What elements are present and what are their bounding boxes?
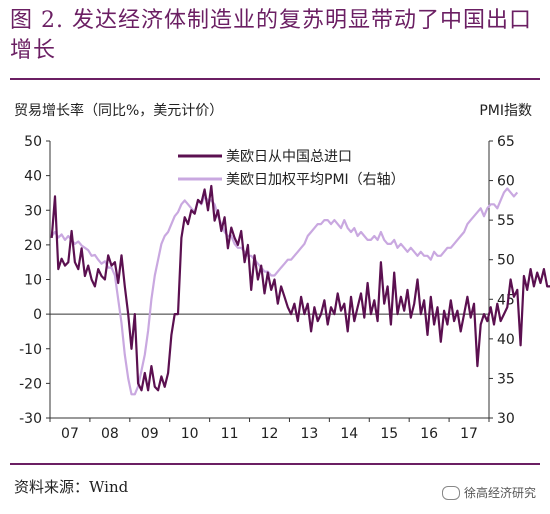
- source-note: 资料来源：Wind: [14, 478, 129, 496]
- y-tick-label-right: 55: [497, 213, 515, 229]
- x-tick-label: 17: [460, 426, 478, 442]
- y-tick-label-left: -20: [19, 376, 42, 392]
- watermark-text: 徐高经济研究: [463, 486, 536, 500]
- x-tick-label: 11: [221, 426, 239, 442]
- chart-title: 图 2. 发达经济体制造业的复苏明显带动了中国出口增长: [10, 8, 532, 63]
- y-tick-label-right: 30: [497, 411, 515, 427]
- y-tick-label-right: 45: [497, 292, 515, 308]
- y-tick-label-left: 20: [24, 238, 42, 254]
- x-tick-label: 16: [420, 426, 438, 442]
- series-layer: [50, 184, 550, 396]
- x-tick-label: 07: [61, 426, 79, 442]
- y-tick-label-left: -10: [19, 342, 42, 358]
- x-tick-label: 09: [141, 426, 159, 442]
- title-rule: [10, 78, 540, 80]
- watermark: 徐高经济研究: [441, 484, 536, 501]
- y-tick-label-right: 60: [497, 174, 515, 190]
- y-axis-label-right: PMI指数: [479, 103, 532, 119]
- x-tick-label: 15: [380, 426, 398, 442]
- y-tick-label-left: 40: [24, 169, 42, 185]
- y-tick-label-right: 40: [497, 332, 515, 348]
- y-tick-label-left: 50: [24, 134, 42, 150]
- y-tick-label-right: 65: [497, 134, 515, 150]
- y-tick-label-left: 30: [24, 203, 42, 219]
- x-tick-label: 08: [101, 426, 119, 442]
- y-tick-label-left: 0: [33, 307, 42, 323]
- legend-label-2: 美欧日加权平均PMI（右轴）: [226, 172, 405, 188]
- x-tick-label: 13: [300, 426, 318, 442]
- y-tick-label-right: 50: [497, 253, 515, 269]
- x-tick-label: 14: [340, 426, 358, 442]
- x-tick-label: 12: [261, 426, 279, 442]
- series-line-2: [50, 187, 519, 396]
- wechat-icon: [441, 485, 460, 500]
- legend-label-1: 美欧日从中国总进口: [226, 149, 352, 165]
- source-rule: [10, 463, 540, 465]
- y-tick-label-left: -30: [19, 411, 42, 427]
- y-tick-label-left: 10: [24, 273, 42, 289]
- y-axis-label-left: 贸易增长率（同比%，美元计价）: [14, 103, 224, 119]
- series-line-1: [50, 184, 550, 392]
- axes-group: -30 -20 -10 0 10 20 30 40 50 30 35 40 45 50 55 60 65 07 08…: [19, 134, 515, 442]
- y-tick-label-right: 35: [497, 371, 515, 387]
- x-tick-label: 10: [181, 426, 199, 442]
